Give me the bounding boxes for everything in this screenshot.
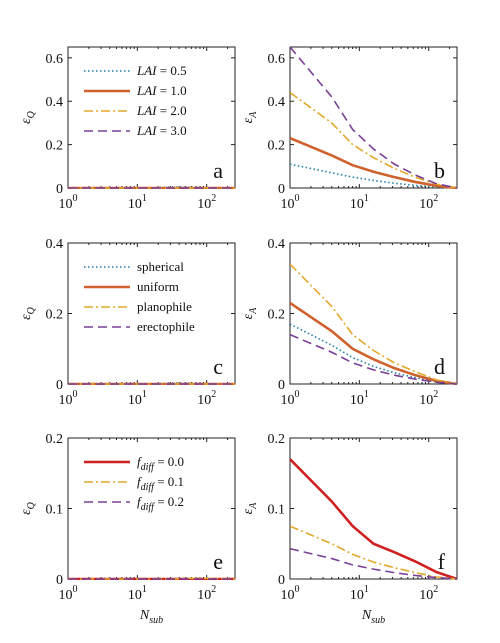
legend-entry: fdiff = 0.1 (137, 474, 184, 493)
panel-f: 0 0.1 0.2 100 101 102 εA Nsub f (241, 432, 458, 626)
y-tick-label: 0 (56, 573, 63, 588)
x-tick-label: 101 (128, 193, 147, 212)
y-tick-label: 0.2 (46, 139, 64, 154)
y-tick-label: 0.6 (268, 52, 286, 67)
legend-entry: erectophile (137, 319, 195, 334)
y-tick-label: 0 (278, 378, 285, 393)
y-axis-label: εQ (19, 110, 37, 124)
legend-entry: LAI = 0.5 (136, 63, 187, 78)
series-line (290, 323, 457, 385)
panel-c: 0 0.2 0.4 100 101 102 εQ spherical uniform planop… (19, 237, 236, 408)
y-axis-label: εQ (19, 501, 37, 515)
x-tick-label: 102 (419, 389, 438, 408)
panel-letter: d (434, 354, 445, 379)
panel-d: 0 0.2 0.4 100 101 102 εA d (241, 237, 458, 408)
legend-entry: fdiff = 0.0 (137, 454, 184, 473)
y-axis-label: εQ (19, 306, 37, 320)
legend-entry: fdiff = 0.2 (137, 494, 184, 513)
x-tick-label: 101 (350, 193, 369, 212)
series-line (290, 301, 457, 385)
y-tick-label: 0 (278, 573, 285, 588)
x-tick-label: 102 (419, 193, 438, 212)
x-tick-label: 100 (281, 193, 300, 212)
axes-frame (289, 242, 458, 385)
x-tick-label: 100 (281, 584, 300, 603)
panel-letter: e (213, 549, 223, 574)
y-tick-label: 0.6 (46, 52, 64, 67)
panel-letter: b (434, 158, 445, 183)
x-tick-label: 102 (197, 389, 216, 408)
y-tick-label: 0.1 (46, 503, 64, 518)
panel-b: 0 0.2 0.4 0.6 100 101 102 εA b (241, 46, 458, 212)
panel-letter: f (438, 549, 446, 574)
y-tick-label: 0.2 (268, 139, 286, 154)
y-tick-label: 0 (56, 182, 63, 197)
series-line (290, 91, 457, 189)
y-tick-label: 0.4 (46, 237, 64, 252)
series-line (290, 547, 457, 580)
y-axis-label: εA (241, 307, 259, 320)
x-axis-label: Nsub (139, 608, 163, 626)
axes-frame (289, 437, 458, 580)
y-axis-label: εA (241, 502, 259, 515)
x-tick-label: 102 (197, 193, 216, 212)
y-tick-label: 0 (278, 182, 285, 197)
series-line (290, 163, 457, 189)
x-tick-label: 100 (59, 584, 78, 603)
legend-entry: LAI = 3.0 (136, 123, 187, 138)
legend-entry: uniform (137, 279, 179, 294)
x-tick-label: 101 (350, 389, 369, 408)
x-tick-label: 100 (59, 193, 78, 212)
y-tick-label: 0.2 (268, 308, 286, 323)
x-axis-label: Nsub (361, 608, 385, 626)
x-tick-label: 102 (197, 584, 216, 603)
y-axis-label: εA (241, 111, 259, 124)
legend-entry: planophile (137, 299, 192, 314)
y-tick-label: 0.2 (46, 308, 64, 323)
panel-letter: c (213, 354, 223, 379)
y-tick-label: 0.2 (268, 432, 286, 447)
y-tick-label: 0.1 (268, 503, 286, 518)
legend-entry: LAI = 1.0 (136, 83, 187, 98)
y-tick-label: 0 (56, 378, 63, 393)
legend-entry: LAI = 2.0 (136, 103, 187, 118)
x-tick-label: 101 (128, 584, 147, 603)
series-line (290, 263, 457, 385)
y-tick-label: 0.4 (46, 95, 64, 110)
x-tick-label: 100 (59, 389, 78, 408)
x-tick-label: 101 (128, 389, 147, 408)
legend-entry: spherical (137, 259, 184, 274)
panel-a: 0 0.2 0.4 0.6 100 101 102 εQ LAI = 0.5 LAI = 1.0 L… (19, 46, 236, 212)
series-line (290, 136, 457, 189)
series-line (290, 46, 457, 189)
x-tick-label: 101 (350, 584, 369, 603)
x-tick-label: 102 (419, 584, 438, 603)
y-tick-label: 0.4 (268, 237, 286, 252)
x-tick-label: 100 (281, 389, 300, 408)
axes-frame (289, 46, 458, 189)
y-tick-label: 0.4 (268, 95, 286, 110)
series-line (290, 458, 457, 580)
series-line (290, 333, 457, 385)
panel-letter: a (213, 158, 223, 183)
y-tick-label: 0.2 (46, 432, 64, 447)
